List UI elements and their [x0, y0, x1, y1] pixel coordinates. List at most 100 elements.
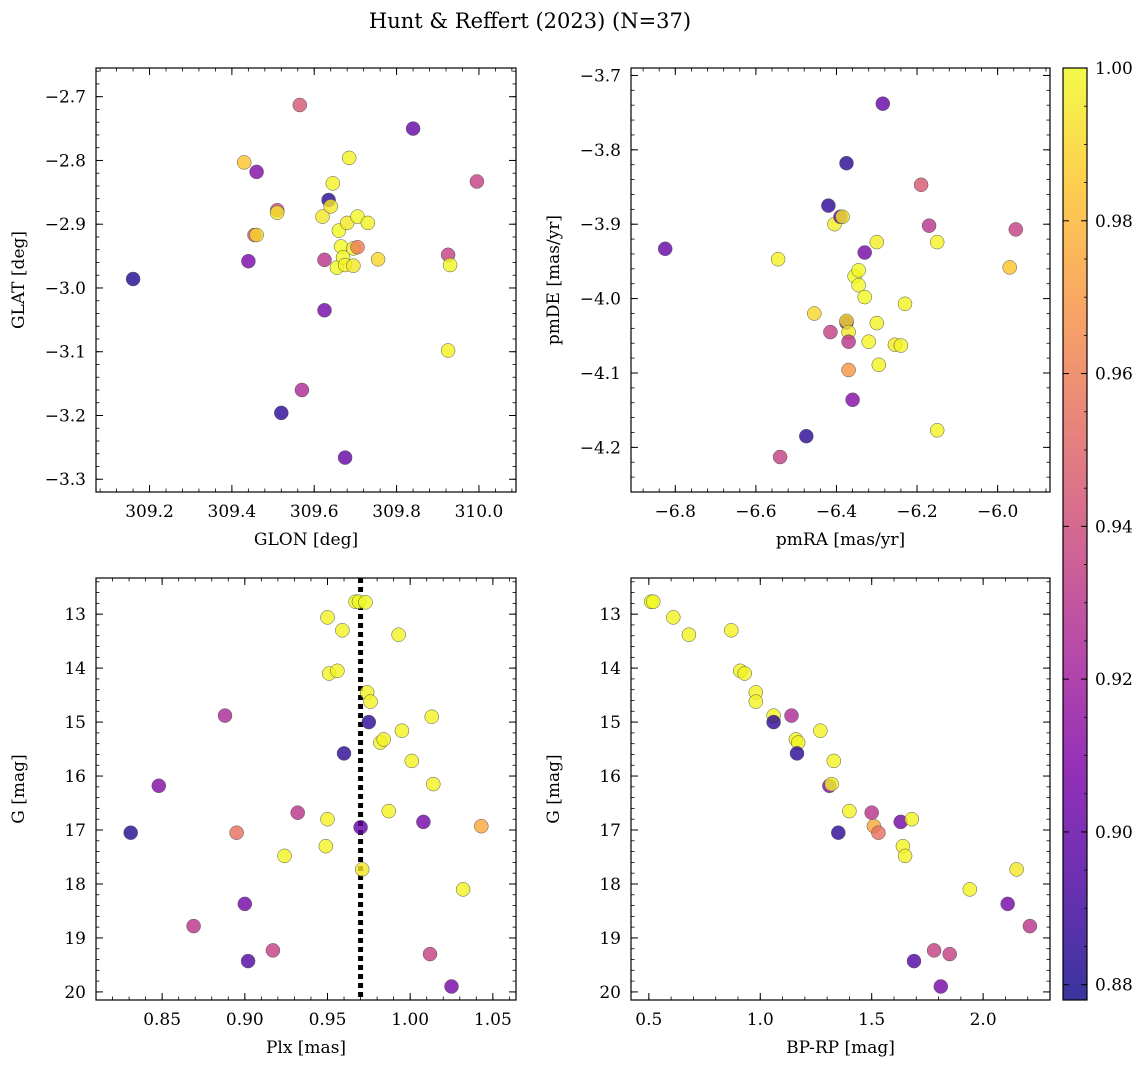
- y-axis-label: pmDE [mas/yr]: [544, 215, 564, 345]
- data-point: [294, 382, 310, 398]
- data-point: [426, 776, 441, 792]
- y-tick-label: 15: [64, 713, 86, 733]
- x-tick-label: 309.8: [372, 502, 421, 522]
- data-point: [318, 838, 334, 854]
- y-axis-label: G [mag]: [9, 754, 29, 823]
- y-tick-label: 20: [64, 983, 86, 1003]
- data-point: [826, 753, 842, 769]
- data-point: [341, 150, 357, 166]
- x-tick-label: 0.95: [309, 1010, 347, 1030]
- figure-title: Hunt & Reffert (2023) (N=37): [369, 9, 691, 33]
- plot-frame: [630, 67, 1051, 493]
- data-point: [875, 96, 891, 111]
- panel-proper-motion: −6.8 −6.6 −6.4 −6.2 −6.0 −3.7 −3.8 −3.9 −4.0 −4.1…: [544, 66, 1051, 550]
- data-point: [864, 805, 879, 820]
- data-point: [337, 450, 353, 465]
- data-point: [942, 946, 957, 962]
- data-point: [1002, 260, 1017, 275]
- data-point: [335, 623, 350, 638]
- data-point: [123, 825, 138, 840]
- data-point: [376, 732, 391, 747]
- y-tick-label: 16: [64, 767, 86, 787]
- colorbar-tick-label: 1.00: [1095, 59, 1133, 79]
- y-tick-label: −3.3: [45, 470, 86, 490]
- y-tick-label: 14: [64, 659, 86, 679]
- data-point: [835, 209, 850, 225]
- data-point: [784, 708, 799, 723]
- data-point: [772, 449, 788, 465]
- data-point: [906, 953, 922, 969]
- data-point: [269, 205, 285, 220]
- data-point: [274, 405, 289, 421]
- y-tick-label: −2.8: [45, 151, 86, 171]
- x-tick-label: −6.2: [896, 502, 937, 522]
- data-point: [871, 357, 887, 373]
- x-tick-label: 1.0: [747, 1010, 774, 1030]
- y-tick-label: 16: [599, 767, 621, 787]
- x-tick-label: 0.90: [226, 1010, 264, 1030]
- colorbar-tick-label: 0.88: [1095, 976, 1133, 996]
- data-point: [249, 227, 264, 243]
- data-point: [893, 338, 909, 353]
- y-tick-label: −3.1: [45, 343, 86, 363]
- y-axis-label: G [mag]: [544, 754, 564, 823]
- data-point: [929, 234, 945, 250]
- data-point: [921, 218, 937, 233]
- y-tick-label: 20: [599, 983, 621, 1003]
- y-tick-label: 15: [599, 713, 621, 733]
- y-tick-label: −4.0: [580, 290, 621, 310]
- data-point: [857, 245, 872, 260]
- data-point: [851, 263, 866, 278]
- data-point: [821, 198, 836, 213]
- panel-color-magnitude: 0.5 1.0 1.5 2.0 13 14 15 16 17 18 19 20 BP-RP [mag] G…: [544, 577, 1051, 1058]
- data-point: [813, 723, 828, 738]
- y-tick-label: −3.9: [580, 215, 621, 235]
- data-point: [346, 258, 361, 273]
- data-point: [1008, 222, 1024, 237]
- data-point: [370, 252, 386, 267]
- data-point: [841, 362, 856, 378]
- data-point: [842, 803, 857, 819]
- data-point: [353, 820, 368, 835]
- data-point: [845, 392, 860, 408]
- data-point: [381, 803, 396, 819]
- data-point: [770, 251, 786, 267]
- data-point: [422, 946, 438, 962]
- data-point: [336, 746, 352, 761]
- y-tick-label: 19: [64, 929, 86, 949]
- data-point: [358, 595, 373, 610]
- data-point: [869, 315, 885, 331]
- data-point: [766, 714, 781, 730]
- data-point: [857, 289, 872, 305]
- x-tick-label: 0.5: [635, 1010, 662, 1030]
- x-tick-label: −6.8: [655, 502, 696, 522]
- data-point: [323, 199, 338, 214]
- x-tick-label: 309.2: [125, 502, 174, 522]
- data-point: [320, 610, 335, 625]
- x-axis-label: GLON [deg]: [254, 530, 358, 550]
- y-tick-label: −2.9: [45, 215, 86, 235]
- data-point: [240, 953, 256, 969]
- plot-area: [631, 68, 1050, 492]
- data-point: [823, 324, 838, 340]
- plot-frame: [95, 67, 517, 493]
- x-tick-label: 0.85: [143, 1010, 181, 1030]
- x-tick-label: 1.05: [474, 1010, 512, 1030]
- data-point: [929, 423, 945, 438]
- colorbar-frame: [1062, 67, 1088, 1001]
- data-point: [1000, 896, 1015, 912]
- y-tick-label: −3.2: [45, 406, 86, 426]
- data-point: [237, 896, 253, 912]
- y-tick-label: 14: [599, 659, 621, 679]
- y-tick-label: 17: [599, 821, 621, 841]
- y-tick-label: −3.8: [580, 141, 621, 161]
- x-tick-label: 1.5: [858, 1010, 885, 1030]
- data-point: [724, 623, 739, 638]
- data-point: [350, 239, 365, 255]
- y-tick-label: −3.0: [45, 279, 86, 299]
- data-point: [913, 177, 929, 193]
- x-tick-label: 1.00: [391, 1010, 429, 1030]
- data-point: [405, 121, 421, 136]
- data-point: [440, 343, 456, 358]
- data-point: [962, 882, 978, 897]
